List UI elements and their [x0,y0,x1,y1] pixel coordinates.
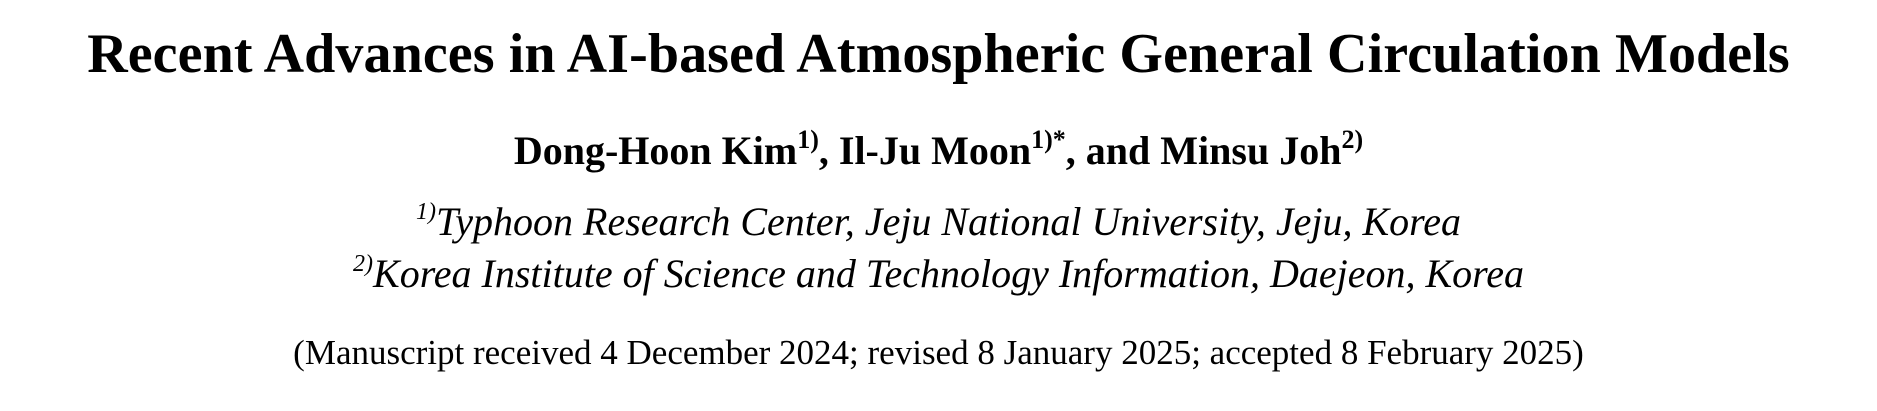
manuscript-dates: (Manuscript received 4 December 2024; re… [293,333,1584,372]
affiliation-mark: 1) [416,198,436,225]
affiliation-mark: 1) [797,124,819,154]
author-name: Minsu Joh [1160,128,1342,173]
affiliation-mark: 2) [353,250,374,277]
paper-title: Recent Advances in AI-based Atmospheric … [87,23,1790,85]
affiliation-text: Korea Institute of Science and Technolog… [373,251,1524,296]
affiliation-mark: 1)* [1031,124,1066,154]
author-name: Dong-Hoon Kim [513,128,798,173]
affiliation-line: 2)Korea Institute of Science and Technol… [0,248,1877,300]
author-list: Dong-Hoon Kim1), Il-Ju Moon1)*, and Mins… [0,123,1877,179]
affiliation-line: 1)Typhoon Research Center, Jeju National… [0,196,1877,248]
author-separator: , [818,128,839,173]
author-separator: , and [1065,128,1161,173]
author-name: Il-Ju Moon [838,128,1032,173]
affiliation-mark: 2) [1341,124,1364,154]
affiliation-text: Typhoon Research Center, Jeju National U… [436,199,1461,244]
